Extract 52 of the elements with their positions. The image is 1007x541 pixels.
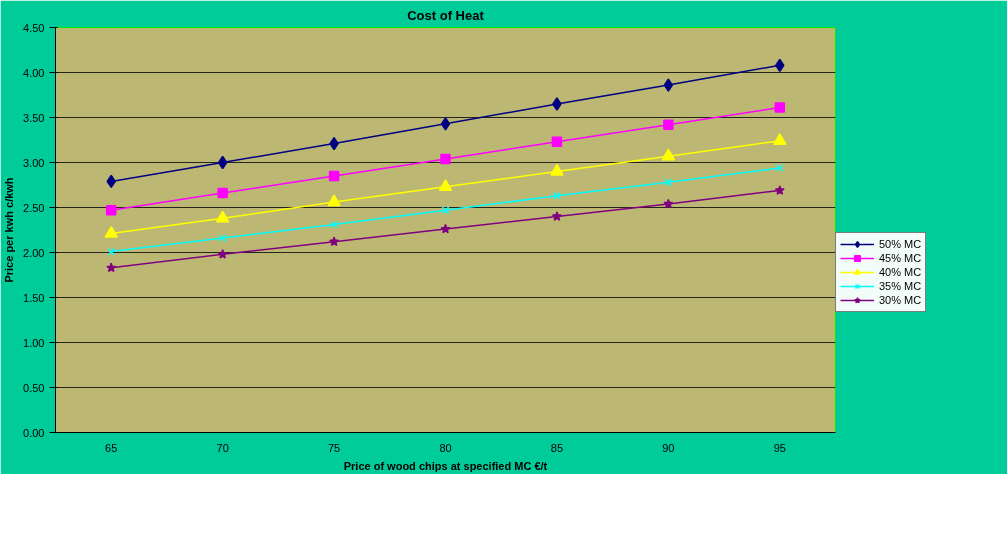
y-tick-label: 1.00 xyxy=(23,336,45,349)
x-tick-label: 80 xyxy=(439,441,452,454)
y-tick-label: 2.50 xyxy=(23,201,45,214)
y-tick-label: 3.50 xyxy=(23,111,45,124)
y-tick-label: 0.50 xyxy=(23,381,45,394)
point xyxy=(105,204,117,216)
point xyxy=(440,117,451,131)
x-tick-label: 85 xyxy=(550,441,564,454)
point xyxy=(440,223,451,234)
point xyxy=(215,210,230,223)
point xyxy=(551,211,562,221)
point xyxy=(552,97,562,111)
y-tick-label: 4.50 xyxy=(23,21,45,34)
y-tick-label: 4.00 xyxy=(23,66,45,79)
x-tick-label: 65 xyxy=(105,441,118,454)
legend-label: 40% MC xyxy=(879,265,922,279)
point xyxy=(663,119,674,130)
y-axis-title: Price per kwh c/kwh xyxy=(3,177,16,283)
y-tick-label: 1.50 xyxy=(23,291,45,304)
point xyxy=(774,185,785,195)
point xyxy=(440,153,451,165)
x-tick-label: 95 xyxy=(773,441,786,454)
point xyxy=(551,136,563,148)
point xyxy=(217,249,228,259)
point xyxy=(104,225,118,238)
x-tick-label: 75 xyxy=(327,441,341,454)
chart-title: Cost of Heat xyxy=(407,7,485,23)
legend-label: 35% MC xyxy=(879,279,922,293)
point xyxy=(217,187,228,199)
point xyxy=(661,148,676,161)
point xyxy=(773,133,787,146)
point xyxy=(438,179,453,192)
point xyxy=(550,163,564,176)
point xyxy=(774,102,786,113)
point xyxy=(106,262,117,273)
point xyxy=(329,236,340,247)
y-tick-label: 3.00 xyxy=(23,156,45,169)
legend-label: 50% MC xyxy=(879,237,922,251)
x-tick-label: 70 xyxy=(216,441,229,454)
point xyxy=(663,198,674,209)
point xyxy=(441,206,450,215)
y-tick-label: 0.00 xyxy=(23,426,45,439)
point xyxy=(663,78,674,92)
point xyxy=(330,220,338,229)
legend-label: 45% MC xyxy=(879,251,922,265)
point xyxy=(328,170,340,182)
point xyxy=(327,194,341,207)
x-axis-title: Price of wood chips at specified MC €/t xyxy=(343,459,548,472)
point xyxy=(217,155,228,170)
x-tick-label: 90 xyxy=(662,441,675,454)
y-tick-label: 2.00 xyxy=(23,246,45,259)
legend-label: 30% MC xyxy=(879,293,922,307)
